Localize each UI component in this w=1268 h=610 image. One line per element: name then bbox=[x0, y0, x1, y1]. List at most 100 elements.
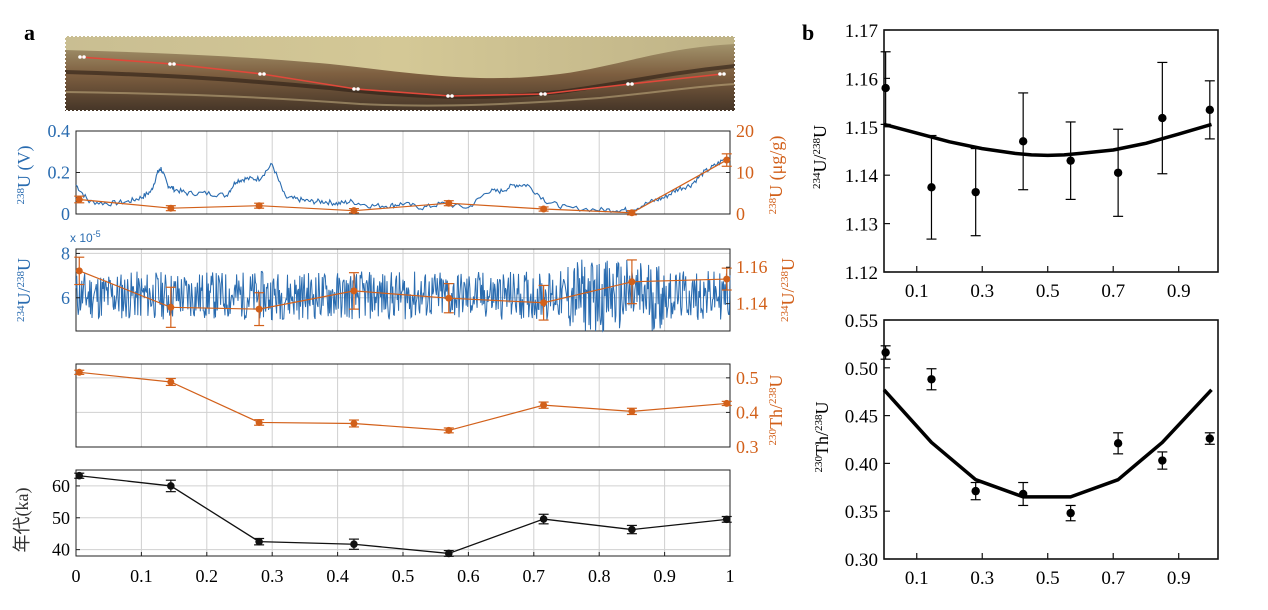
b1-point bbox=[1018, 137, 1028, 146]
panel-a3-230th-238u-profile: 0.3 0.4 0.5 bbox=[74, 363, 759, 457]
b2-y-ticklabel: 0.45 bbox=[845, 407, 878, 428]
a4-age-point bbox=[628, 525, 636, 534]
b1-point bbox=[927, 183, 936, 192]
a4-age-point bbox=[444, 549, 453, 558]
b2-x-ticklabel: 0.5 bbox=[1036, 568, 1060, 589]
a1-right-ylabel: 238U (μg/g) bbox=[766, 136, 787, 215]
a4-x-ticklabel: 1 bbox=[726, 566, 735, 586]
panel-a4-age-profile: 40 50 60 0 0.1 0.2 0.3 0.4 0.5 0.6 0.7 0.8 0.9 1 bbox=[52, 469, 735, 586]
a3-right-ticklabel: 0.3 bbox=[736, 437, 759, 457]
a4-x-ticklabel: 0.4 bbox=[326, 566, 349, 586]
a2-ratio-point bbox=[723, 275, 731, 283]
a4-x-ticklabel: 0.3 bbox=[261, 566, 284, 586]
a4-age-point bbox=[167, 482, 175, 490]
b2-x-ticklabel: 0.1 bbox=[905, 568, 929, 589]
a1-concentration-point bbox=[75, 195, 83, 203]
b2-point bbox=[971, 486, 980, 496]
a4-x-ticklabel: 0 bbox=[72, 566, 81, 586]
a2-right-ticklabel: 1.16 bbox=[736, 257, 768, 277]
b1-y-ticklabel: 1.17 bbox=[845, 21, 878, 42]
a3-right-ylabel: 230Th/238U bbox=[766, 374, 786, 445]
a2-isotope-noise-trace bbox=[75, 259, 731, 333]
a3-thorium-ratio-point bbox=[723, 399, 731, 407]
a4-left-ticklabel: 50 bbox=[52, 508, 70, 528]
b2-ylabel: 230Th/238U bbox=[812, 401, 832, 472]
a1-right-ticklabel: 20 bbox=[736, 121, 754, 141]
panel-b1-234u-238u-fit: 1.12 1.13 1.14 1.15 1.16 1.17 0.1 0.3 0.5 0.7 0.9 bbox=[845, 21, 1219, 302]
a1-concentration-point bbox=[628, 209, 636, 217]
b1-x-ticklabel: 0.3 bbox=[970, 281, 994, 302]
b1-y-ticklabel: 1.16 bbox=[845, 69, 878, 90]
a4-x-ticklabel: 0.1 bbox=[130, 566, 153, 586]
a4-age-point bbox=[255, 537, 263, 546]
a1-concentration-point bbox=[255, 202, 263, 210]
sampling-points bbox=[78, 55, 726, 98]
a3-thorium-ratio-point bbox=[75, 368, 83, 376]
a4-x-ticklabel: 0.9 bbox=[653, 566, 676, 586]
panel-label-b: b bbox=[802, 20, 814, 45]
b2-frame bbox=[883, 319, 1219, 560]
b1-point bbox=[1158, 113, 1167, 123]
b1-fit-curve bbox=[883, 122, 1212, 158]
a3-thorium-ratio-line bbox=[79, 371, 727, 432]
b1-point bbox=[1066, 156, 1075, 165]
b1-y-ticklabel: 1.12 bbox=[845, 263, 878, 284]
a4-left-ticklabel: 40 bbox=[52, 540, 70, 560]
a1-concentration-point bbox=[723, 156, 731, 164]
a2-ratio-point bbox=[75, 267, 83, 275]
panel-a2-234u-238u-profile: 6 8 1.14 1.16 bbox=[61, 243, 768, 333]
a3-thorium-ratio-point bbox=[628, 407, 636, 415]
b1-x-ticklabel: 0.7 bbox=[1101, 281, 1125, 302]
b1-x-ticklabel: 0.1 bbox=[905, 281, 929, 302]
b2-point bbox=[881, 348, 890, 357]
a4-x-ticklabel: 0.2 bbox=[196, 566, 219, 586]
a4-x-ticklabel: 0.5 bbox=[392, 566, 415, 586]
a2-ratio-point bbox=[350, 287, 358, 295]
b2-y-ticklabel: 0.35 bbox=[845, 502, 878, 523]
sampling-track-line bbox=[79, 56, 723, 97]
a4-age-line bbox=[79, 475, 727, 555]
b2-x-ticklabel: 0.3 bbox=[970, 568, 994, 589]
a4-age-point bbox=[539, 515, 548, 523]
a1-left-ticklabel: 0.2 bbox=[48, 163, 71, 183]
a3-thorium-ratio-point bbox=[167, 378, 175, 386]
a2-ratio-line bbox=[79, 270, 727, 310]
b1-point bbox=[1205, 105, 1215, 115]
a2-right-ylabel: 234U/238U bbox=[778, 258, 798, 322]
b2-point bbox=[1158, 456, 1167, 465]
a3-thorium-ratio-point bbox=[350, 419, 358, 427]
a1-uranium-voltage-trace bbox=[75, 156, 730, 214]
a2-ratio-point bbox=[628, 278, 636, 286]
a3-right-ticklabel: 0.5 bbox=[736, 368, 759, 388]
a4-left-ticklabel: 60 bbox=[52, 476, 70, 496]
a2-ratio-point bbox=[255, 305, 263, 313]
b2-y-ticklabel: 0.55 bbox=[845, 311, 878, 332]
b1-y-ticklabel: 1.15 bbox=[845, 118, 878, 139]
b2-point bbox=[927, 375, 936, 384]
panel-b2-230th-238u-fit: 0.30 0.35 0.40 0.45 0.50 0.55 0.1 0.3 0.5 0.7 0.9 bbox=[845, 311, 1219, 589]
a1-concentration-point bbox=[540, 205, 548, 213]
b2-point bbox=[1018, 489, 1028, 499]
a1-concentration-point bbox=[350, 207, 358, 215]
a1-left-ticklabel: 0.4 bbox=[48, 121, 71, 141]
b1-point bbox=[1113, 168, 1123, 177]
a2-multiplier-label: x 10-5 bbox=[70, 229, 101, 245]
b2-y-ticklabel: 0.50 bbox=[845, 359, 878, 380]
sample-photo bbox=[64, 35, 736, 112]
b1-x-ticklabel: 0.5 bbox=[1036, 281, 1060, 302]
b2-x-ticklabel: 0.7 bbox=[1101, 568, 1125, 589]
b1-frame bbox=[883, 29, 1219, 273]
a4-x-ticklabel: 0.7 bbox=[523, 566, 546, 586]
b2-x-ticklabel: 0.9 bbox=[1167, 568, 1191, 589]
b2-y-ticklabel: 0.40 bbox=[845, 454, 878, 475]
b1-point bbox=[881, 83, 890, 93]
a4-x-ticklabel: 0.8 bbox=[588, 566, 611, 586]
a1-left-ylabel: 238U (V) bbox=[14, 146, 35, 205]
b2-y-ticklabel: 0.30 bbox=[845, 550, 878, 571]
b2-point bbox=[1205, 434, 1215, 443]
b1-y-ticklabel: 1.14 bbox=[845, 166, 879, 187]
b1-ylabel: 234U/238U bbox=[810, 125, 830, 189]
a3-thorium-ratio-point bbox=[445, 426, 453, 434]
b2-fit-curve bbox=[882, 388, 1213, 499]
